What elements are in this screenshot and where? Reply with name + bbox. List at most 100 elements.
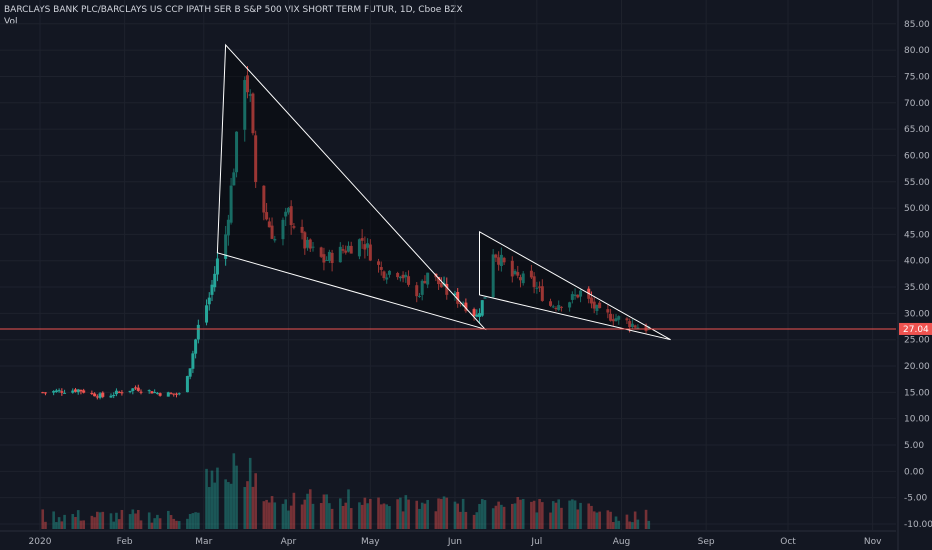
- volume-bar: [445, 497, 449, 529]
- volume-bar: [52, 511, 55, 529]
- candle-body: [306, 239, 310, 248]
- last-price-line: 27.04: [0, 322, 932, 335]
- candle-body: [311, 246, 315, 248]
- candle-body: [630, 323, 634, 328]
- volume-bar: [456, 503, 459, 529]
- volume-bar: [382, 503, 386, 529]
- wedge-pattern: [216, 43, 487, 331]
- y-tick-label: -10.00: [904, 520, 932, 530]
- candle-body: [54, 390, 58, 393]
- volume-bar: [500, 504, 503, 529]
- volume-bar: [628, 521, 631, 529]
- candle-body: [169, 393, 173, 395]
- candle-body: [112, 395, 116, 397]
- volume-bar: [207, 487, 211, 529]
- candle-body: [426, 272, 430, 285]
- volume-bar: [93, 517, 96, 529]
- y-tick-label: 65.00: [904, 125, 930, 135]
- y-tick-label: 55.00: [904, 178, 930, 188]
- volume-bar: [579, 502, 582, 529]
- candle-body: [270, 225, 274, 239]
- volume-bar: [461, 498, 465, 529]
- candle-body: [398, 276, 402, 279]
- candle-body: [254, 135, 258, 183]
- candle-body: [617, 316, 621, 320]
- x-tick-label: Feb: [117, 537, 133, 547]
- volume-bar: [197, 512, 200, 529]
- volume-bar: [407, 499, 410, 529]
- volume-bar: [191, 513, 195, 529]
- candle-body: [341, 249, 345, 251]
- volume-bar: [516, 497, 520, 529]
- wedge-pattern: [479, 230, 671, 341]
- volume-bar: [248, 457, 252, 529]
- candle-body: [207, 297, 211, 305]
- volume-bar: [194, 512, 197, 529]
- candle-body: [579, 290, 583, 297]
- candle-body: [229, 185, 233, 223]
- volume-bar: [308, 489, 312, 529]
- volume-bar: [262, 501, 266, 529]
- volume-bar: [475, 512, 479, 529]
- y-tick-label: 85.00: [904, 20, 930, 30]
- volume-bar: [535, 512, 539, 529]
- candle-body: [243, 80, 247, 130]
- y-tick-label: 30.00: [904, 309, 930, 319]
- volume-bar: [612, 522, 615, 529]
- candle-body: [357, 239, 361, 257]
- volume-bar: [57, 517, 61, 529]
- candle-body: [609, 313, 613, 321]
- candle-body: [213, 273, 217, 288]
- volume-bar: [557, 499, 560, 529]
- candle-body: [134, 387, 138, 389]
- candle-body: [456, 291, 460, 304]
- volume-bar: [440, 498, 443, 529]
- x-tick-label: May: [361, 537, 380, 547]
- candle-body: [82, 390, 86, 393]
- volume-bar: [420, 502, 424, 529]
- candle-body: [98, 393, 102, 398]
- volume-bar: [426, 499, 429, 529]
- volume-bar: [491, 508, 495, 529]
- candle-body: [458, 303, 462, 305]
- candle-body: [559, 306, 563, 308]
- candle-body: [420, 280, 424, 295]
- volume-bars: [41, 453, 651, 529]
- candle-body: [114, 390, 118, 395]
- candle-body: [573, 294, 577, 296]
- y-axis: 85.00 80.00 75.00 70.00 65.00 60.00 55.00 50.00…: [897, 0, 932, 550]
- volume-bar: [246, 481, 249, 529]
- candle-body: [303, 232, 307, 249]
- candle-body: [292, 226, 296, 228]
- volume-bar: [592, 511, 596, 529]
- volume-bar: [177, 521, 181, 529]
- candle-body: [286, 207, 290, 213]
- candle-body: [592, 301, 596, 309]
- volume-bar: [150, 522, 154, 529]
- candle-body: [196, 324, 200, 340]
- candle-body: [494, 254, 498, 258]
- candle-body: [387, 270, 391, 275]
- chart-title: BARCLAYS BANK PLC/BARCLAYS US CCP IPATH …: [4, 5, 463, 15]
- candle-body: [185, 376, 189, 393]
- volume-bar: [131, 509, 135, 529]
- volume-bar: [576, 509, 580, 529]
- volume-bar: [147, 512, 151, 529]
- candle-body: [472, 309, 476, 317]
- x-tick-label: Nov: [864, 537, 882, 547]
- candle-body: [226, 219, 230, 236]
- volume-bar: [74, 516, 77, 529]
- candle-body: [625, 318, 629, 321]
- candle-body: [101, 392, 105, 397]
- volume-bar: [328, 503, 331, 529]
- candle-body: [76, 389, 80, 393]
- volume-bar: [90, 515, 94, 529]
- candle-body: [232, 172, 236, 186]
- volume-bar: [322, 494, 326, 529]
- candle-body: [267, 221, 271, 228]
- candle-body: [576, 294, 580, 298]
- candle-body: [401, 274, 405, 279]
- candle-body: [557, 305, 561, 311]
- volume-bar: [598, 511, 601, 529]
